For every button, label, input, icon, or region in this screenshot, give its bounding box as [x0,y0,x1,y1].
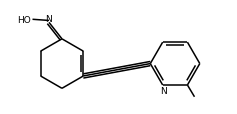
Text: N: N [160,86,167,95]
Text: HO: HO [17,16,30,25]
Text: N: N [46,14,52,23]
